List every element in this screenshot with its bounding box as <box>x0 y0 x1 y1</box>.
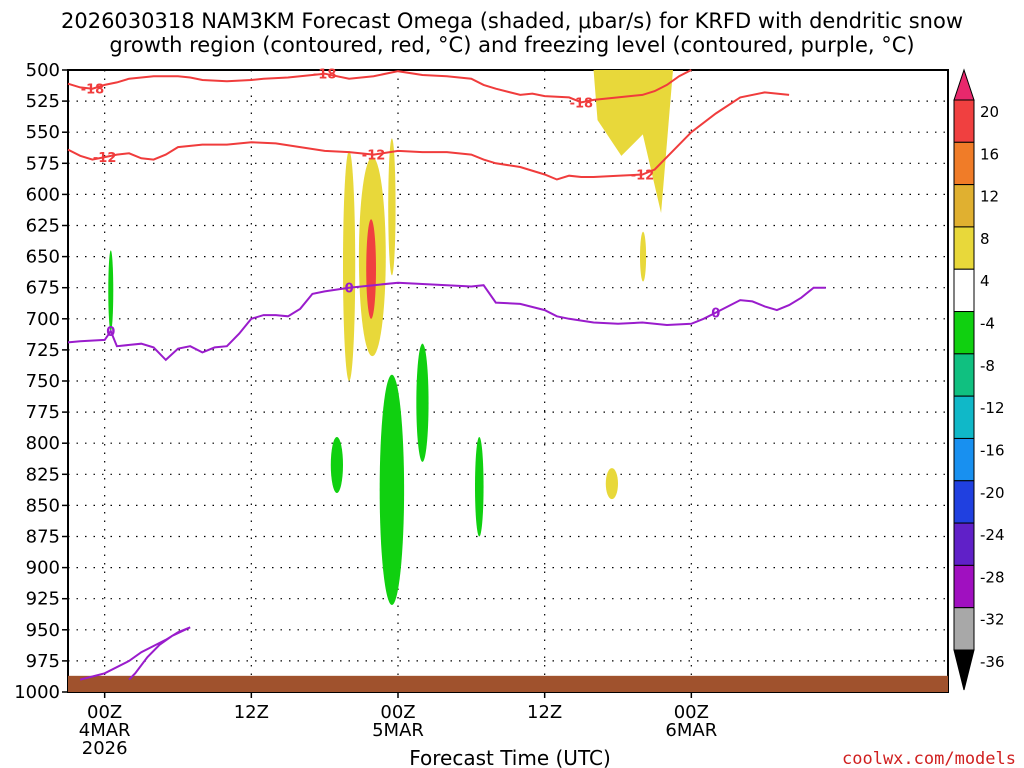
plot-frame <box>67 69 949 693</box>
y-tick-label: 725 <box>26 340 60 361</box>
x-axis-label: Forecast Time (UTC) <box>409 746 611 768</box>
omega-green-streak-5 <box>475 436 484 537</box>
contour-0 <box>67 281 826 362</box>
y-tick-label: 550 <box>26 122 60 143</box>
colorbar-bottom-arrow <box>953 649 975 691</box>
colorbar-label: 16 <box>980 145 999 163</box>
omega-yellow-cone-10 <box>593 70 673 214</box>
colorbar-label: -20 <box>980 484 1005 502</box>
y-tick-label: 775 <box>26 402 60 423</box>
colorbar-label: -4 <box>980 315 995 333</box>
x-tick-date: 5MAR <box>372 720 424 741</box>
y-axis-ticks: 500 525 550 575 600 625 650 675 700 725 750 775 800 8… <box>14 60 68 703</box>
colorbar-label: 12 <box>980 188 999 206</box>
contour-label: -12 <box>93 151 117 166</box>
omega-green-blob-2 <box>330 436 343 493</box>
y-tick-label: 850 <box>26 495 60 516</box>
colorbar-top-arrow <box>953 68 975 101</box>
colorbar-swatch <box>953 226 975 270</box>
colorbar-label: 20 <box>980 103 999 121</box>
omega-yellow-streak-9 <box>388 138 396 276</box>
ground-fill <box>68 675 948 692</box>
colorbar-swatch <box>953 141 975 186</box>
colorbar-swatch <box>953 480 975 524</box>
contour--12 <box>67 91 790 181</box>
contour-label: -18 <box>81 83 105 98</box>
colorbar-label: -12 <box>980 399 1005 417</box>
y-tick-label: 750 <box>26 371 60 392</box>
y-tick-label: 575 <box>26 153 60 174</box>
omega-green-column-3 <box>379 374 405 605</box>
y-tick-label: 950 <box>26 620 60 641</box>
chart-title-line1: 2026030318 NAM3KM Forecast Omega (shaded… <box>61 9 963 33</box>
colorbar-swatch <box>953 522 975 566</box>
colorbar-swatch <box>953 395 975 439</box>
y-tick-label: 900 <box>26 558 60 579</box>
ground-surface <box>68 675 948 692</box>
colorbar-label: -24 <box>980 526 1005 544</box>
x-tick-date: 4MAR <box>79 720 131 741</box>
omega-yellow-blob-11 <box>605 468 619 500</box>
colorbar-swatch <box>953 268 975 313</box>
omega-yellow-streak-12 <box>640 231 647 282</box>
contour-label: 0 <box>711 307 720 322</box>
contour-label: -12 <box>362 149 386 164</box>
y-tick-label: 700 <box>26 309 60 330</box>
y-tick-label: 675 <box>26 278 60 299</box>
y-tick-label: 1000 <box>14 682 60 703</box>
y-tick-label: 600 <box>26 184 60 205</box>
contour-label: -18 <box>313 68 337 83</box>
colorbar-swatch <box>953 353 975 397</box>
x-tick-year: 2026 <box>82 738 128 759</box>
x-tick-date: 6MAR <box>665 720 717 741</box>
omega-shading <box>108 70 673 605</box>
colorbar-label: -36 <box>980 653 1005 671</box>
x-tick-label: 00Z <box>674 702 709 723</box>
omega-green-streak-1 <box>108 250 114 332</box>
contour-lower-purple <box>79 626 191 681</box>
contour-lines: 0 0 0 -12 -12 -12 -18 -18 -18 <box>67 68 826 681</box>
colorbar-label: -8 <box>980 357 995 375</box>
y-tick-label: 925 <box>26 589 60 610</box>
omega-green-streak-4 <box>416 343 429 462</box>
x-tick-label: 00Z <box>380 702 415 723</box>
colorbar-label: -32 <box>980 611 1005 629</box>
contour-label: -12 <box>631 168 655 183</box>
colorbar-label: -16 <box>980 441 1005 459</box>
y-tick-label: 525 <box>26 91 60 112</box>
y-tick-label: 875 <box>26 527 60 548</box>
x-tick-label: 12Z <box>234 702 269 723</box>
colorbar-swatch <box>953 607 975 651</box>
y-tick-label: 625 <box>26 216 60 237</box>
y-tick-label: 825 <box>26 464 60 485</box>
colorbar: 20 16 12 8 4 -4 -8 -12 -16 -20 -24 -28 -32 -36 <box>953 68 1005 691</box>
contour-label: 0 <box>345 282 354 297</box>
colorbar-swatch <box>953 99 975 143</box>
colorbar-swatch <box>953 311 975 355</box>
contour--18 <box>67 69 692 104</box>
x-tick-label: 12Z <box>527 702 562 723</box>
colorbar-label: 8 <box>980 230 990 248</box>
colorbar-label: -28 <box>980 568 1005 586</box>
colorbar-swatch <box>953 184 975 228</box>
colorbar-label: 4 <box>980 272 990 290</box>
colorbar-swatch <box>953 437 975 482</box>
y-tick-label: 975 <box>26 651 60 672</box>
y-tick-label: 500 <box>26 60 60 81</box>
colorbar-swatch <box>953 564 975 609</box>
contour-label: 0 <box>106 325 115 340</box>
y-tick-label: 800 <box>26 433 60 454</box>
omega-yellow-plume-6 <box>343 150 356 381</box>
site-credit: coolwx.com/models <box>842 749 1016 768</box>
contour-label: -18 <box>570 96 594 111</box>
x-tick-label: 00Z <box>87 702 122 723</box>
y-tick-label: 650 <box>26 247 60 268</box>
omega-orange-core-8 <box>366 219 376 319</box>
chart-title-line2: growth region (contoured, red, °C) and f… <box>109 33 914 57</box>
